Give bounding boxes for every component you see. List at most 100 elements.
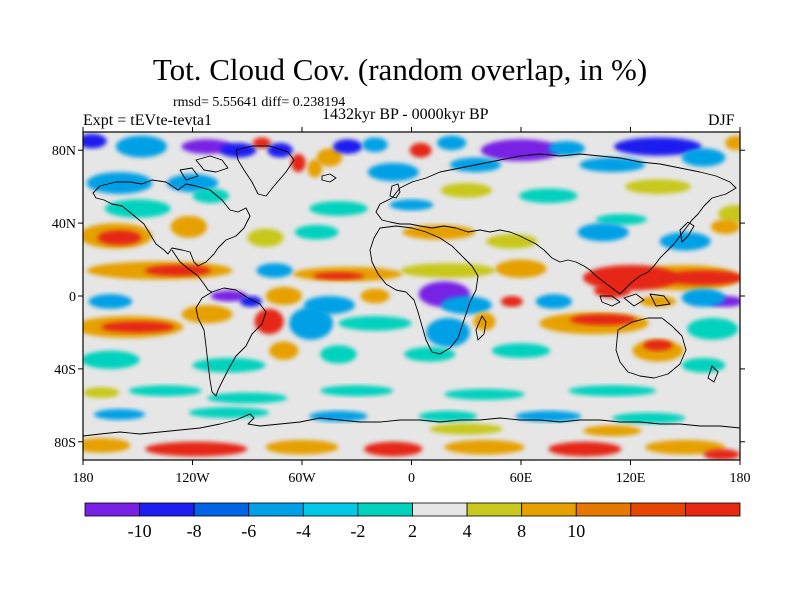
colorbar-label: -10 xyxy=(128,521,152,541)
field-anomaly-58 xyxy=(360,288,390,304)
field-anomaly-33 xyxy=(97,230,142,245)
field-anomaly-47 xyxy=(400,263,496,278)
field-anomaly-8 xyxy=(316,148,343,167)
coast-north-america xyxy=(92,179,251,267)
field-anomaly-92 xyxy=(93,408,146,420)
field-anomaly-48 xyxy=(495,259,547,278)
field-anomaly-87 xyxy=(128,385,202,397)
lat-tick-label: 40S xyxy=(54,363,76,378)
coast-africa xyxy=(369,225,479,355)
field-anomaly-7 xyxy=(307,159,323,178)
field-anomaly-67 xyxy=(101,321,175,333)
field-anomaly-88 xyxy=(207,392,288,404)
field-anomaly-79 xyxy=(269,341,299,360)
coastlines xyxy=(83,145,740,437)
lon-tick-label: 120E xyxy=(616,471,646,486)
field-anomaly-60 xyxy=(440,296,492,315)
field-anomaly-10 xyxy=(362,137,388,153)
field-anomaly-106 xyxy=(645,439,726,455)
colorbar-label: -2 xyxy=(350,521,365,541)
coast-greenland xyxy=(235,145,295,197)
field-anomaly-27 xyxy=(309,201,368,216)
field-anomaly-38 xyxy=(486,234,538,249)
colorbar-swatch-11 xyxy=(685,502,741,517)
field-anomaly-98 xyxy=(429,423,503,435)
field-anomaly-9 xyxy=(333,139,363,154)
field-anomaly-96 xyxy=(515,410,582,422)
field-anomaly-18 xyxy=(579,157,646,173)
lon-tick-label: 60E xyxy=(510,471,533,486)
coast-maritime-continent xyxy=(599,293,671,307)
field-anomaly-71 xyxy=(338,316,412,331)
field-anomaly-95 xyxy=(418,410,478,422)
field-anomaly-104 xyxy=(444,439,525,455)
coast-antarctica xyxy=(83,413,740,437)
field-anomaly-82 xyxy=(491,343,551,358)
field-anomaly-30 xyxy=(595,214,647,225)
field-anomaly-75 xyxy=(570,314,636,326)
field-anomaly-91 xyxy=(568,385,657,397)
field-anomaly-62 xyxy=(535,294,573,309)
lon-tick-label: 180 xyxy=(73,471,94,486)
field-anomaly-25 xyxy=(104,199,171,218)
coast-eurasia xyxy=(375,153,737,295)
field-anomaly-84 xyxy=(643,339,673,351)
field-anomaly-15 xyxy=(614,137,702,156)
field-anomaly-22 xyxy=(367,162,419,182)
colorbar-swatch-6 xyxy=(412,502,468,517)
field-anomaly-97 xyxy=(612,412,686,424)
field-anomaly-69 xyxy=(254,308,284,335)
coast-arctic-islands xyxy=(179,155,229,181)
experiment-label: Expt = tEVte-tevta1 xyxy=(83,112,212,129)
season-label: DJF xyxy=(708,112,735,129)
field-anomaly-103 xyxy=(364,441,423,457)
field-anomaly-93 xyxy=(188,407,270,419)
field-anomaly-101 xyxy=(145,441,248,457)
field-anomaly-85 xyxy=(681,357,726,373)
colorbar-swatch-10 xyxy=(630,502,686,517)
lon-tick-label: 60W xyxy=(288,471,316,486)
colorbar-swatch-8 xyxy=(521,502,577,517)
field-anomaly-78 xyxy=(192,357,266,373)
lat-tick-label: 80N xyxy=(52,144,76,159)
field-anomaly-34 xyxy=(170,215,208,238)
lat-tick-label: 0 xyxy=(69,290,76,305)
colorbar-swatch-5 xyxy=(357,502,413,517)
colorbar-label: 10 xyxy=(567,521,585,541)
field-anomaly-31 xyxy=(718,204,740,224)
field-anomaly-53 xyxy=(88,294,133,309)
colorbar-label: -6 xyxy=(241,521,256,541)
colorbar: -10 -8 -6 -4 -2 2 4 8 10 xyxy=(84,502,741,541)
field-anomaly-3 xyxy=(219,142,257,158)
longitude-axis: 180 120W 60W 0 60E 120E 180 xyxy=(73,127,751,486)
field-anomaly-52 xyxy=(594,283,631,298)
coast-south-america xyxy=(195,287,267,397)
field-anomaly-102 xyxy=(265,439,339,455)
field-anomaly-0 xyxy=(83,133,107,149)
field-anomaly-105 xyxy=(548,441,622,457)
field-anomaly-1 xyxy=(115,135,167,158)
lon-tick-label: 0 xyxy=(408,471,415,486)
time-period-label: 1432kyr BP - 0000kyr BP xyxy=(322,106,489,123)
field-anomaly-14 xyxy=(548,141,585,156)
colorbar-label: -4 xyxy=(296,521,311,541)
coast-new-zealand xyxy=(707,365,719,383)
field-anomaly-17 xyxy=(725,135,740,151)
field-anomaly-100 xyxy=(83,438,131,453)
colorbar-swatch-0 xyxy=(84,502,140,517)
colorbar-label: 4 xyxy=(463,521,472,541)
field-anomaly-40 xyxy=(659,232,711,251)
field-anomaly-46 xyxy=(312,272,365,280)
coast-central-america xyxy=(171,249,213,293)
plot-title: Tot. Cloud Cov. (random overlap, in %) xyxy=(152,52,648,87)
field-anomaly-80 xyxy=(320,345,357,364)
field-anomaly-51 xyxy=(663,270,740,286)
field-anomaly-12 xyxy=(437,135,467,151)
field-anomaly-94 xyxy=(309,410,368,422)
field-anomaly-39 xyxy=(577,223,629,242)
field-anomaly-28 xyxy=(389,199,434,211)
field-anomaly-26 xyxy=(192,188,229,204)
colorbar-label: 2 xyxy=(408,521,417,541)
colorbar-swatch-7 xyxy=(466,502,523,517)
